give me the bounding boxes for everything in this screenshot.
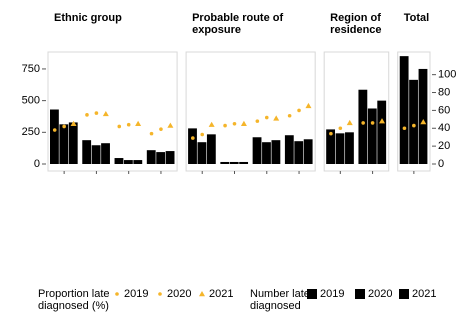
y2-tick-label: 100 bbox=[438, 69, 456, 81]
panel-title: Total bbox=[403, 12, 430, 24]
point bbox=[346, 119, 353, 126]
bar bbox=[409, 79, 418, 164]
point bbox=[208, 121, 215, 127]
bar bbox=[146, 150, 156, 164]
bar bbox=[123, 160, 133, 164]
panel-frame bbox=[323, 51, 390, 172]
bar bbox=[156, 152, 166, 164]
legend-swatch bbox=[307, 289, 317, 299]
point bbox=[370, 121, 375, 125]
bar bbox=[367, 108, 377, 164]
legend-label: 2021 bbox=[209, 288, 233, 300]
bar bbox=[197, 142, 207, 164]
bar bbox=[399, 56, 409, 164]
point bbox=[85, 113, 89, 117]
legend-label: 2020 bbox=[167, 288, 191, 300]
y-tick-label: 500 bbox=[22, 95, 40, 107]
bar bbox=[206, 134, 216, 164]
panel-frame bbox=[47, 51, 178, 172]
bar bbox=[284, 135, 294, 164]
panel-title: Region of residence bbox=[330, 12, 382, 36]
bar bbox=[239, 161, 249, 164]
bar bbox=[335, 133, 345, 164]
bar bbox=[165, 151, 175, 164]
point bbox=[52, 128, 57, 132]
bar bbox=[59, 124, 69, 164]
point bbox=[117, 124, 122, 129]
point bbox=[379, 118, 386, 124]
bar bbox=[114, 158, 124, 164]
bar bbox=[68, 122, 78, 164]
point bbox=[135, 120, 142, 126]
bar bbox=[252, 137, 262, 164]
bar bbox=[345, 132, 354, 164]
point bbox=[191, 136, 195, 140]
legend-marker bbox=[199, 291, 205, 297]
panel-title: Probable route of exposure bbox=[192, 12, 284, 36]
point bbox=[305, 102, 312, 109]
legend-swatch bbox=[355, 289, 365, 299]
bar bbox=[82, 140, 92, 164]
bar bbox=[294, 141, 304, 164]
bar bbox=[358, 89, 368, 164]
legend-label: 2020 bbox=[368, 288, 392, 300]
y2-tick-label: 40 bbox=[438, 122, 450, 134]
bar bbox=[418, 68, 428, 164]
bar bbox=[101, 143, 110, 164]
point bbox=[412, 123, 416, 128]
bar bbox=[220, 161, 230, 164]
point bbox=[240, 120, 247, 126]
bar-legend-title: Number late diagnosed bbox=[250, 288, 310, 312]
bar bbox=[377, 100, 387, 164]
point bbox=[223, 123, 227, 128]
point bbox=[70, 120, 77, 126]
bar bbox=[271, 140, 281, 164]
y2-tick-label: 20 bbox=[438, 140, 450, 152]
bar bbox=[133, 160, 143, 164]
point bbox=[264, 115, 269, 120]
point bbox=[149, 131, 154, 136]
y-tick-label: 0 bbox=[34, 158, 40, 170]
y-tick-label: 250 bbox=[22, 126, 40, 138]
y2-tick-label: 60 bbox=[438, 104, 450, 116]
point bbox=[255, 119, 260, 123]
point bbox=[338, 126, 343, 131]
panel-title: Ethnic group bbox=[54, 12, 122, 24]
bar bbox=[188, 128, 197, 164]
point bbox=[420, 119, 427, 125]
point bbox=[159, 127, 163, 131]
bar bbox=[262, 142, 271, 164]
point bbox=[167, 122, 174, 128]
legend-label: 2021 bbox=[412, 288, 436, 300]
point bbox=[297, 108, 301, 113]
bar bbox=[229, 161, 239, 164]
legend-label: 2019 bbox=[320, 288, 344, 300]
legend-label: 2019 bbox=[124, 288, 148, 300]
point bbox=[361, 121, 365, 125]
bar bbox=[326, 129, 336, 164]
point bbox=[232, 121, 237, 126]
point bbox=[287, 113, 292, 118]
legend-marker bbox=[158, 292, 162, 296]
point bbox=[94, 111, 99, 115]
point bbox=[329, 131, 333, 136]
legend-swatch bbox=[399, 289, 409, 299]
point bbox=[402, 126, 407, 131]
panel-frame bbox=[185, 51, 316, 172]
point bbox=[62, 124, 66, 129]
point-legend-title: Proportion late diagnosed (%) bbox=[38, 288, 110, 312]
bar bbox=[91, 145, 101, 164]
bar bbox=[303, 139, 313, 164]
y2-tick-label: 0 bbox=[438, 158, 444, 170]
y-tick-label: 750 bbox=[22, 63, 40, 75]
point bbox=[126, 122, 131, 127]
bar bbox=[50, 109, 59, 164]
legend-marker bbox=[115, 292, 119, 296]
point bbox=[273, 115, 280, 121]
point bbox=[102, 110, 109, 117]
y2-tick-label: 80 bbox=[438, 86, 450, 98]
point bbox=[200, 132, 205, 137]
